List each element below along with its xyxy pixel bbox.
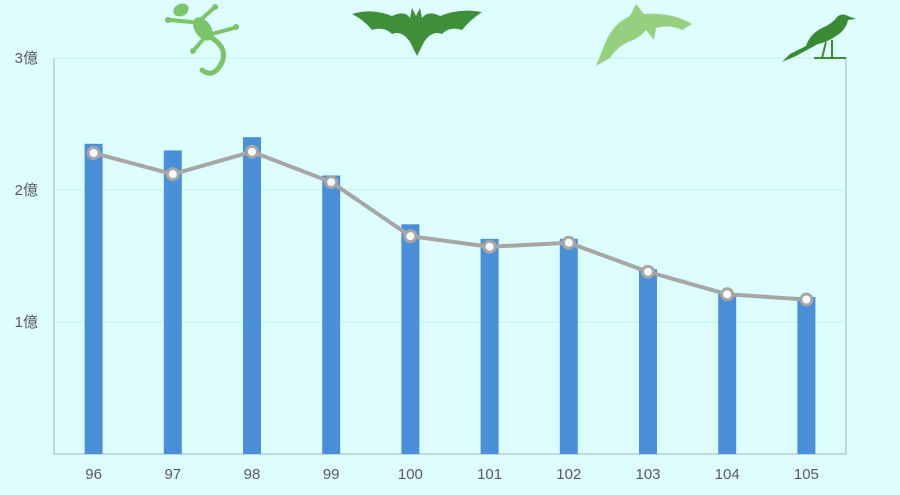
- bat-icon: [352, 8, 482, 56]
- x-tick-label: 98: [244, 466, 261, 483]
- bar: [559, 238, 578, 454]
- bar: [243, 137, 261, 454]
- x-tick-label: 105: [794, 466, 819, 483]
- y-tick-label: 2億: [15, 182, 38, 199]
- x-tick-label: 102: [556, 466, 581, 483]
- dolphin-icon: [596, 4, 692, 66]
- line-point: [403, 229, 418, 244]
- bar-series: [84, 137, 816, 455]
- series-line: [91, 149, 809, 302]
- line-point: [799, 292, 814, 307]
- line-point: [245, 144, 259, 159]
- bar: [797, 296, 816, 454]
- x-tick-label: 97: [164, 466, 181, 483]
- line-point: [561, 235, 576, 250]
- bar: [639, 269, 657, 454]
- gridlines: [54, 57, 846, 323]
- line-point: [86, 146, 101, 161]
- x-tick-label: 101: [477, 466, 502, 483]
- x-axis: 96 97 98 99 100 101 102 103 104 105: [85, 466, 819, 483]
- bar: [480, 238, 499, 454]
- bar: [718, 292, 737, 454]
- line-point: [165, 167, 180, 182]
- bar: [322, 175, 341, 455]
- lizard-icon: [165, 3, 239, 76]
- x-tick-label: 104: [715, 466, 740, 483]
- x-tick-label: 100: [398, 466, 423, 483]
- x-tick-label: 103: [635, 466, 660, 483]
- bar: [84, 143, 103, 455]
- line-series: [86, 144, 814, 307]
- line-point: [720, 287, 735, 302]
- bar: [401, 224, 420, 454]
- line-point: [641, 264, 655, 279]
- bird-icon: [782, 14, 856, 62]
- x-tick-label: 99: [323, 466, 340, 483]
- bar: [163, 150, 182, 454]
- line-point: [324, 175, 339, 190]
- y-tick-label: 1億: [15, 314, 38, 331]
- x-tick-label: 96: [85, 466, 102, 483]
- line-point: [482, 239, 497, 254]
- y-tick-label: 3億: [15, 50, 38, 67]
- y-axis: 1億 2億 3億: [15, 50, 38, 331]
